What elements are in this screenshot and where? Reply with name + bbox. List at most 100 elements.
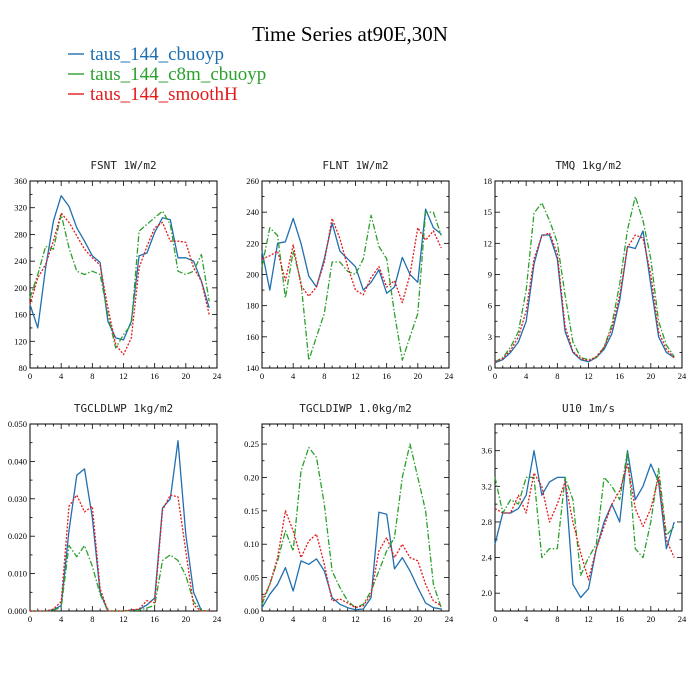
y-tick-label: 200 (246, 270, 259, 280)
y-tick-label: 3.6 (481, 446, 492, 456)
panel-title: U10 1m/s (562, 402, 615, 415)
y-tick-label: 360 (14, 176, 27, 186)
x-tick-label: 8 (322, 614, 326, 624)
series-line (494, 230, 675, 364)
x-tick-label: 12 (119, 371, 128, 381)
y-tick-label: 12 (484, 238, 493, 248)
legend-label: taus_144_smoothH (90, 84, 238, 105)
series-line (494, 463, 675, 581)
series-line (29, 195, 210, 341)
x-tick-label: 12 (119, 614, 128, 624)
y-tick-label: 0.00 (244, 606, 259, 616)
x-tick-label: 8 (555, 614, 559, 624)
x-tick-label: 16 (382, 614, 391, 624)
x-tick-label: 24 (213, 371, 222, 381)
y-tick-label: 18 (484, 176, 493, 186)
y-tick-label: 3.2 (481, 481, 492, 491)
x-tick-label: 8 (555, 371, 559, 381)
x-tick-label: 0 (493, 614, 497, 624)
series-line (261, 211, 442, 361)
panel-title: FSNT 1W/m2 (90, 159, 156, 172)
x-tick-label: 16 (615, 614, 624, 624)
series-line (494, 450, 675, 599)
x-tick-label: 24 (445, 614, 454, 624)
y-tick-label: 0.030 (8, 494, 27, 504)
y-tick-label: 240 (14, 256, 27, 266)
legend-label: taus_144_c8m_cbuoyp (90, 64, 266, 85)
x-tick-label: 20 (182, 614, 191, 624)
y-tick-label: 0.050 (8, 419, 27, 429)
plot-frame (29, 423, 218, 612)
y-tick-label: 200 (14, 283, 27, 293)
x-tick-label: 20 (414, 614, 423, 624)
x-tick-label: 20 (182, 371, 191, 381)
series-line (494, 450, 675, 577)
series-line (261, 510, 442, 609)
x-tick-label: 0 (260, 371, 264, 381)
x-tick-label: 4 (524, 371, 529, 381)
legend-label: taus_144_cbuoyp (90, 44, 224, 65)
y-tick-label: 120 (14, 336, 27, 346)
series-line (30, 544, 210, 612)
panel: TMQ 1kg/m2 0 4 8 12 16 20 24 0 3 6 9 12 15 18 (484, 159, 688, 381)
x-tick-label: 8 (90, 371, 94, 381)
y-tick-label: 260 (246, 176, 259, 186)
panel-title: TMQ 1kg/m2 (555, 159, 621, 172)
x-tick-label: 12 (584, 371, 593, 381)
x-tick-label: 12 (351, 371, 360, 381)
y-tick-label: 220 (246, 238, 259, 248)
panel: FSNT 1W/m2 0 4 8 12 16 20 24 80 120 160 200 240 280 32… (14, 159, 222, 381)
series-line (261, 443, 442, 609)
x-tick-label: 8 (322, 371, 326, 381)
x-tick-label: 24 (213, 614, 222, 624)
panel: FLNT 1W/m2 0 4 8 12 16 20 24 140 160 180 200 220 240 2… (246, 159, 454, 381)
x-tick-label: 4 (291, 614, 296, 624)
y-tick-label: 0.000 (8, 606, 27, 616)
y-tick-label: 160 (14, 310, 27, 320)
legend-entry: taus_144_smoothH (68, 84, 238, 105)
panel: U10 1m/s 0 4 8 12 16 20 24 2.0 2.4 2.8 3.2 3.6 (481, 402, 687, 624)
legend-entry: taus_144_c8m_cbuoyp (68, 64, 266, 85)
plot-frame (261, 180, 450, 369)
y-tick-label: 0.20 (244, 472, 259, 482)
y-tick-label: 0.10 (244, 539, 259, 549)
plot-frame (494, 180, 683, 369)
legend: taus_144_cbuoyptaus_144_c8m_cbuoyptaus_1… (68, 44, 266, 105)
legend-entry: taus_144_cbuoyp (68, 44, 224, 65)
series-line (261, 511, 442, 611)
plot-frame (494, 423, 683, 612)
y-tick-label: 2.4 (481, 553, 492, 563)
y-tick-label: 80 (19, 363, 28, 373)
y-tick-label: 280 (14, 229, 27, 239)
y-tick-label: 6 (488, 301, 492, 311)
series-line (29, 212, 210, 356)
y-tick-label: 0.25 (244, 439, 259, 449)
y-tick-label: 0.15 (244, 506, 259, 516)
x-tick-label: 20 (647, 371, 656, 381)
series-line (30, 494, 210, 612)
series-line (261, 208, 442, 294)
x-tick-label: 12 (351, 614, 360, 624)
series-line (29, 210, 210, 349)
series-line (494, 232, 675, 363)
x-tick-label: 0 (28, 614, 32, 624)
x-tick-label: 4 (59, 614, 64, 624)
y-tick-label: 0.020 (8, 531, 27, 541)
panels: FSNT 1W/m20 4 8 12 16 20 248012016020024028032… (8, 159, 687, 624)
panel-title: TGCLDLWP 1kg/m2 (74, 402, 173, 415)
y-tick-label: 2.8 (481, 517, 492, 527)
y-tick-label: 3 (488, 332, 492, 342)
series-line (261, 217, 442, 304)
panel-title: TGCLDIWP 1.0kg/m2 (299, 402, 412, 415)
y-tick-label: 2.0 (481, 588, 492, 598)
plot-frame (29, 180, 218, 369)
plot-frame (261, 423, 450, 612)
y-tick-label: 160 (246, 332, 259, 342)
y-tick-label: 180 (246, 301, 259, 311)
y-tick-label: 0.040 (8, 456, 27, 466)
x-tick-label: 0 (28, 371, 32, 381)
x-tick-label: 24 (445, 371, 454, 381)
y-tick-label: 240 (246, 207, 259, 217)
series-line (494, 195, 675, 363)
x-tick-label: 4 (59, 371, 64, 381)
